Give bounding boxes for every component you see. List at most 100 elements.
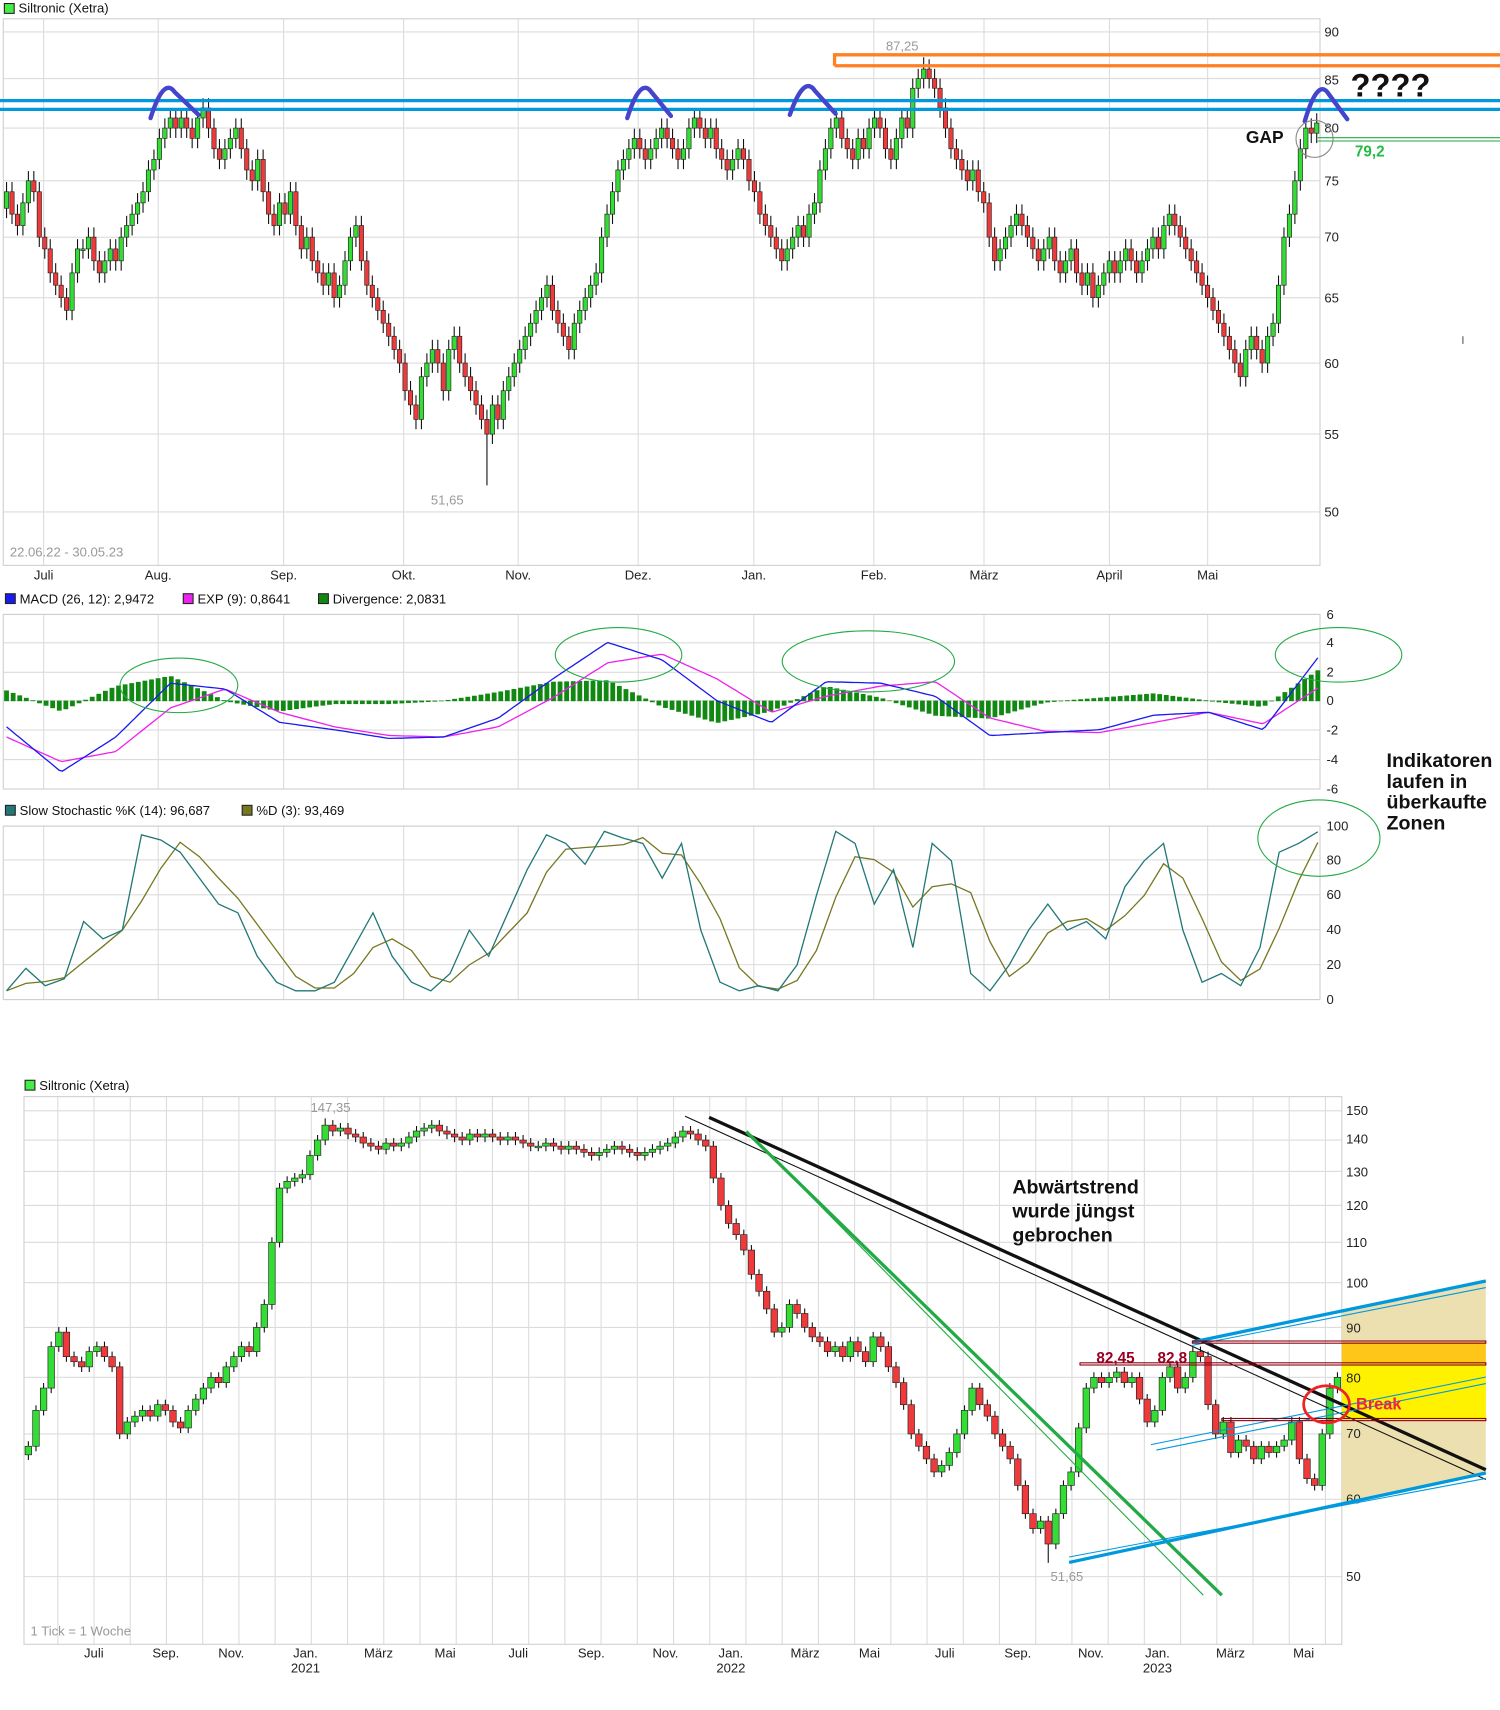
candle-down <box>1024 225 1030 238</box>
candle-down <box>844 138 850 150</box>
candle-down <box>1014 1458 1022 1486</box>
divergence-bar <box>933 700 939 716</box>
divergence-bar <box>1130 695 1136 702</box>
divergence-bar <box>1275 696 1281 702</box>
x-tick: Nov. <box>652 1645 678 1660</box>
divergence-bar <box>1177 696 1182 702</box>
divergence-bar <box>1111 696 1116 702</box>
divergence-bar <box>386 700 392 705</box>
divergence-bar <box>676 700 682 712</box>
top-x-axis: Juli Aug. Sep. Okt. Nov. Dez. Jan. Feb. … <box>34 568 1218 583</box>
divergence-bar <box>1137 694 1143 702</box>
candle-down <box>1196 1351 1205 1357</box>
candle-up <box>275 1187 284 1243</box>
divergence-bar <box>96 693 102 702</box>
candle-up <box>648 1148 657 1153</box>
divergence-bar <box>913 700 919 710</box>
candle-down <box>344 1127 352 1135</box>
candle-down <box>402 362 408 392</box>
y-tick: 150 <box>1346 1103 1368 1118</box>
channel-lower-line-thin <box>1068 1477 1486 1558</box>
y-tick: 110 <box>1346 1235 1367 1250</box>
candle-up <box>615 169 621 193</box>
candle-up <box>1326 1387 1334 1435</box>
candle-down <box>315 260 321 274</box>
divergence-bar <box>1308 674 1314 702</box>
side-note-line: überkaufte <box>1387 792 1487 814</box>
top-legend: Siltronic (Xetra) <box>19 0 109 15</box>
divergence-bar <box>808 693 813 702</box>
candle-down <box>1090 272 1096 298</box>
candle-up <box>1105 1377 1113 1383</box>
bottom-x-axis: Juli Sep. Nov. Jan. März Mai Juli Sep. N… <box>84 1645 1314 1675</box>
x-tick: Nov. <box>1078 1645 1104 1660</box>
candle-up <box>138 1410 147 1417</box>
x-tick: März <box>791 1645 820 1660</box>
candle-down <box>70 1356 78 1363</box>
divergence-bar <box>1071 699 1077 702</box>
candle-down <box>694 1133 702 1141</box>
divergence-bar <box>1097 697 1103 702</box>
divergence-bar <box>215 697 220 702</box>
candle-up <box>85 1351 93 1368</box>
side-note-line: Indikatoren <box>1387 750 1493 772</box>
candle-up <box>1090 1377 1098 1389</box>
candle-down <box>408 390 414 406</box>
divergence-bar <box>577 681 583 702</box>
candle-up <box>1068 248 1074 262</box>
candle-down <box>14 213 20 226</box>
candle-up <box>1113 1371 1121 1378</box>
candle-down <box>78 1361 86 1368</box>
y-tick: 80 <box>1324 120 1339 135</box>
candle-up <box>233 127 239 139</box>
candle-up <box>671 1136 679 1144</box>
candle-down <box>1021 1485 1030 1515</box>
candle-down <box>882 127 888 150</box>
divergence-bar <box>755 700 761 715</box>
legend-swatch <box>3 3 15 14</box>
candle-down <box>686 1130 695 1135</box>
candle-up <box>680 148 686 160</box>
divergence-bar <box>267 700 273 710</box>
top-price-chart: Siltronic (Xetra) 90 85 80 75 70 65 60 5… <box>0 0 1500 583</box>
divergence-bar <box>43 700 49 706</box>
candle-down <box>1259 349 1265 364</box>
stoch-k-line <box>6 830 1319 992</box>
green-trend-line <box>745 1130 1223 1597</box>
candle-down <box>176 1421 185 1429</box>
candle-down <box>992 236 998 262</box>
divergence-bar <box>1058 700 1064 702</box>
divergence-bar <box>689 700 695 716</box>
macd-panel: MACD (26, 12): 2,9472 EXP (9): 0,8641 Di… <box>2 592 1403 796</box>
candle-up <box>124 225 130 238</box>
candle-down <box>877 1336 885 1347</box>
divergence-bar <box>623 689 629 702</box>
candle-up <box>599 236 605 274</box>
macd-swatch <box>4 593 16 605</box>
y-tick: 60 <box>1327 887 1342 902</box>
divergence-bar <box>992 700 998 718</box>
divergence-bar <box>70 700 75 707</box>
y-tick: 6 <box>1327 607 1334 622</box>
divergence-bar <box>425 700 431 703</box>
candle-down <box>1057 260 1063 274</box>
highlight-ellipse <box>1257 799 1381 877</box>
candle-up <box>1292 180 1298 215</box>
candle-down <box>892 1366 900 1383</box>
divergence-bar <box>597 680 602 702</box>
candle-down <box>801 225 807 238</box>
candle-up <box>571 322 577 350</box>
divergence-bar <box>1295 683 1301 702</box>
candle-down <box>926 68 932 79</box>
candle-up <box>795 225 801 238</box>
candle-up <box>291 1177 299 1182</box>
high-zone-lines <box>832 53 1500 68</box>
candle-down <box>496 1136 504 1141</box>
x-tick: Dez. <box>625 568 652 583</box>
x-tick: Nov. <box>218 1645 244 1660</box>
macd-line <box>6 641 1319 772</box>
candle-down <box>282 202 288 215</box>
y-tick: 65 <box>1324 290 1339 305</box>
candle-down <box>915 1433 923 1447</box>
divergence-bar <box>50 700 56 709</box>
